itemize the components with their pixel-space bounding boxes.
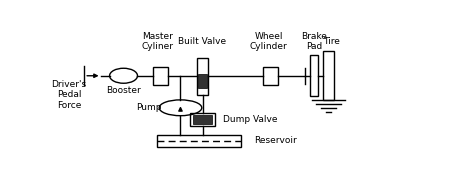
Text: Pump: Pump xyxy=(136,103,161,112)
Text: Tire: Tire xyxy=(323,37,339,46)
Text: Reservoir: Reservoir xyxy=(254,136,297,145)
Text: Master
Cyliner: Master Cyliner xyxy=(142,32,173,51)
Text: Driver's
Pedal
Force: Driver's Pedal Force xyxy=(52,80,87,110)
Text: Dump Valve: Dump Valve xyxy=(223,115,277,124)
Text: Booster: Booster xyxy=(106,86,141,95)
Bar xyxy=(310,55,318,96)
Text: Brake
Pad: Brake Pad xyxy=(301,32,327,51)
Bar xyxy=(193,115,212,124)
Bar xyxy=(323,51,334,100)
Text: Wheel
Cylinder: Wheel Cylinder xyxy=(250,32,288,51)
Bar xyxy=(156,135,241,147)
Text: Built Valve: Built Valve xyxy=(178,37,226,46)
Bar xyxy=(199,74,207,88)
Bar xyxy=(263,67,278,85)
Bar xyxy=(153,67,168,85)
Bar xyxy=(197,58,208,95)
Bar xyxy=(190,113,215,125)
